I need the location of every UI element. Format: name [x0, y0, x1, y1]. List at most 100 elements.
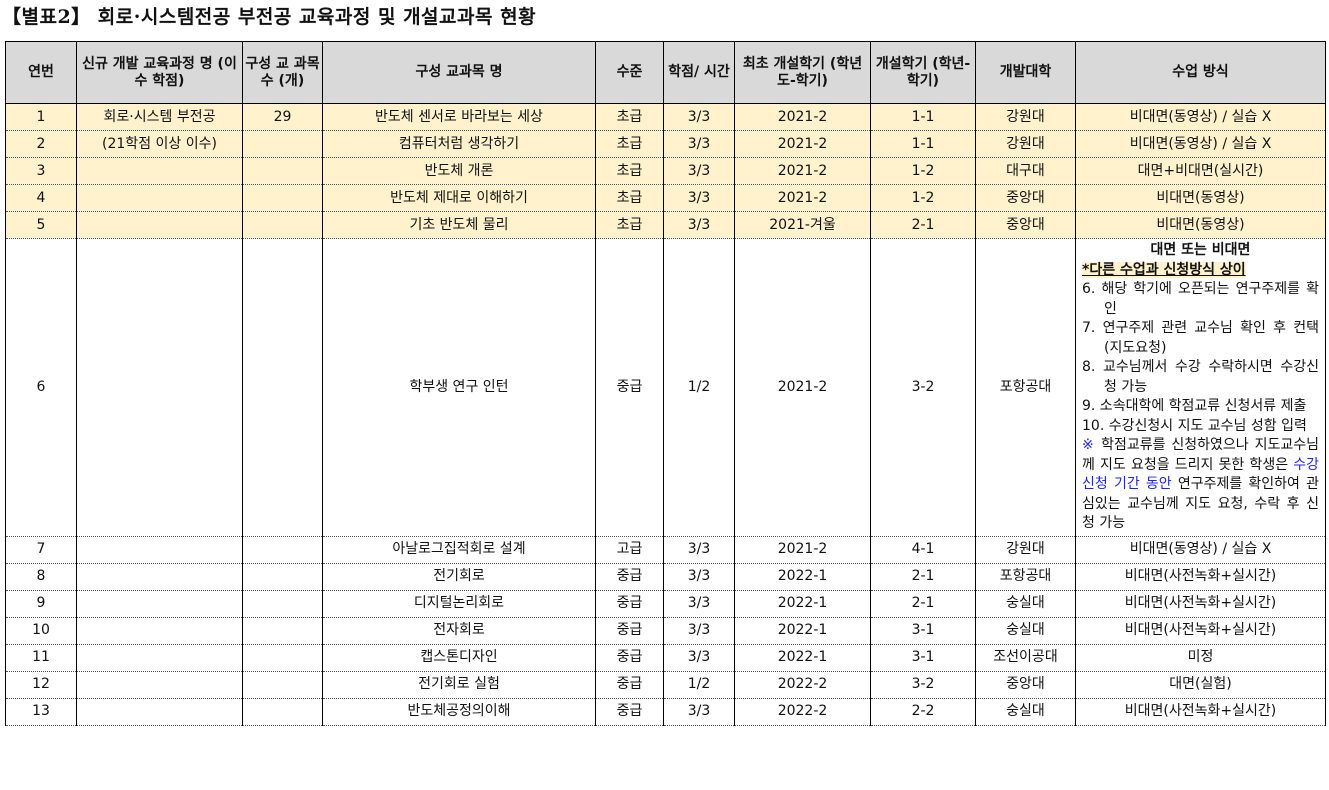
cell-program: (21학점 이상 이수) [76, 130, 243, 158]
cell-univ: 중앙대 [975, 184, 1076, 212]
cell-count [242, 238, 323, 537]
cell-credit: 3/3 [663, 616, 735, 645]
cell-course: 반도체 제대로 이해하기 [322, 184, 596, 212]
course-table: 연번 신규 개발 교육과정 명 (이수 학점) 구성 교 과목 수 (개) 구성 교과… [5, 41, 1326, 726]
note-step: 7. 연구주제 관련 교수님 확인 후 컨택(지도요청) [1082, 320, 1319, 356]
cell-program [76, 157, 243, 185]
cell-sem: 1-1 [870, 103, 976, 131]
cell-count [242, 130, 323, 158]
cell-no: 12 [5, 670, 77, 699]
cell-level: 중급 [595, 643, 664, 672]
remark-text: 학점교류를 신청하였으나 지도교수님께 지도 요청을 드리지 못한 학생은 [1082, 437, 1319, 473]
cell-course: 캡스톤디자인 [322, 643, 596, 672]
cell-no: 10 [5, 616, 77, 645]
cell-method: 대면(실험) [1075, 670, 1326, 699]
cell-level: 중급 [595, 238, 664, 537]
cell-sem: 2-1 [870, 562, 976, 591]
cell-first: 2021-2 [734, 184, 871, 212]
cell-count [242, 670, 323, 699]
cell-method: 비대면(사전녹화+실시간) [1075, 562, 1326, 591]
remark-highlight: 수강신청 기간 동안 [1082, 456, 1319, 493]
cell-level: 고급 [595, 535, 664, 564]
cell-course: 반도체 개론 [322, 157, 596, 185]
table-row: 8 전기회로 중급 3/3 2022-1 2-1 포항공대 비대면(사전녹화+실시간) [5, 562, 1326, 591]
cell-sem: 1-2 [870, 157, 976, 185]
cell-univ: 강원대 [975, 535, 1076, 564]
cell-no: 4 [5, 184, 77, 212]
cell-method: 대면+비대면(실시간) [1075, 157, 1326, 185]
cell-count [242, 535, 323, 564]
cell-level: 초급 [595, 157, 664, 185]
cell-no: 13 [5, 697, 77, 726]
cell-program [76, 238, 243, 537]
cell-first: 2021-2 [734, 535, 871, 564]
cell-method: 비대면(사전녹화+실시간) [1075, 616, 1326, 645]
cell-count [242, 589, 323, 618]
cell-count [242, 157, 323, 185]
cell-no: 3 [5, 157, 77, 185]
cell-method: 비대면(사전녹화+실시간) [1075, 589, 1326, 618]
cell-program [76, 562, 243, 591]
cell-first: 2021-겨울 [734, 211, 871, 239]
cell-first: 2022-1 [734, 616, 871, 645]
remark-text: 연구주제를 확인하여 관심있는 교수님께 지도 요청, 수락 후 신청 가능 [1082, 476, 1320, 531]
cell-univ: 숭실대 [975, 697, 1076, 726]
cell-course: 전자회로 [322, 616, 596, 645]
cell-program [76, 697, 243, 726]
cell-level: 초급 [595, 211, 664, 239]
note-heading: 대면 또는 비대면 [1150, 242, 1251, 258]
cell-course: 아날로그집적회로 설계 [322, 535, 596, 564]
cell-no: 9 [5, 589, 77, 618]
note-remark: ※ 학점교류를 신청하였으나 지도교수님께 지도 요청을 드리지 못한 학생은 … [1082, 436, 1319, 534]
cell-level: 중급 [595, 589, 664, 618]
cell-univ: 포항공대 [975, 562, 1076, 591]
note-step: 8. 교수님께서 수강 수락하시면 수강신청 가능 [1082, 359, 1319, 395]
cell-method: 비대면(동영상) [1075, 211, 1326, 239]
cell-univ: 포항공대 [975, 238, 1076, 537]
cell-credit: 3/3 [663, 562, 735, 591]
cell-credit: 3/3 [663, 157, 735, 185]
cell-sem: 3-2 [870, 238, 976, 537]
header-row: 연번 신규 개발 교육과정 명 (이수 학점) 구성 교 과목 수 (개) 구성 교과… [5, 41, 1326, 104]
cell-method: 비대면(사전녹화+실시간) [1075, 697, 1326, 726]
cell-first: 2021-2 [734, 130, 871, 158]
cell-course: 디지털논리회로 [322, 589, 596, 618]
column-header-level: 수준 [595, 41, 664, 104]
cell-no: 7 [5, 535, 77, 564]
note-step: 9. 소속대학에 학점교류 신청서류 제출 [1082, 398, 1307, 414]
cell-first: 2022-1 [734, 589, 871, 618]
cell-sem: 1-1 [870, 130, 976, 158]
table-row: 2 (21학점 이상 이수) 컴퓨터처럼 생각하기 초급 3/3 2021-2 1-1 강원대… [5, 130, 1326, 158]
cell-first: 2022-2 [734, 670, 871, 699]
note-step: 6. 해당 학기에 오픈되는 연구주제를 확인 [1082, 281, 1319, 317]
column-header-method: 수업 방식 [1075, 41, 1326, 104]
cell-sem: 2-1 [870, 211, 976, 239]
cell-credit: 3/3 [663, 535, 735, 564]
cell-univ: 조선이공대 [975, 643, 1076, 672]
cell-sem: 4-1 [870, 535, 976, 564]
cell-sem: 3-1 [870, 616, 976, 645]
cell-univ: 숭실대 [975, 616, 1076, 645]
cell-level: 초급 [595, 103, 664, 131]
cell-no: 1 [5, 103, 77, 131]
cell-course: 전기회로 [322, 562, 596, 591]
cell-course: 컴퓨터처럼 생각하기 [322, 130, 596, 158]
cell-program [76, 535, 243, 564]
cell-level: 초급 [595, 184, 664, 212]
cell-count [242, 562, 323, 591]
column-header-count: 구성 교 과목 수 (개) [242, 41, 323, 104]
table-row: 12 전기회로 실험 중급 1/2 2022-2 3-2 중앙대 대면(실험) [5, 670, 1326, 699]
cell-program [76, 211, 243, 239]
cell-method: 미정 [1075, 643, 1326, 672]
cell-univ: 숭실대 [975, 589, 1076, 618]
cell-course: 학부생 연구 인턴 [322, 238, 596, 537]
cell-univ: 중앙대 [975, 211, 1076, 239]
cell-no: 11 [5, 643, 77, 672]
cell-sem: 3-2 [870, 670, 976, 699]
cell-first: 2021-2 [734, 157, 871, 185]
cell-sem: 2-2 [870, 697, 976, 726]
cell-no: 6 [5, 238, 77, 537]
cell-program [76, 670, 243, 699]
cell-no: 2 [5, 130, 77, 158]
column-header-sem: 개설학기 (학년-학기) [870, 41, 976, 104]
